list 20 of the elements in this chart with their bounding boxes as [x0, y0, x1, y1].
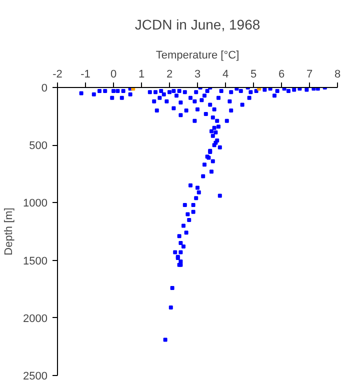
x-tick-label: 0: [110, 68, 117, 80]
x-tick-label: 8: [334, 68, 341, 80]
x-axis-title: Temperature [°C]: [156, 50, 240, 62]
x-tick-label: 2: [166, 68, 173, 80]
x-tick-label: 7: [306, 68, 313, 80]
y-tick-label: 1000: [23, 198, 48, 210]
x-tick-label: 4: [222, 68, 229, 80]
y-tick-label: 0: [41, 82, 48, 94]
y-tick-label: 500: [29, 140, 48, 152]
x-tick-label: 3: [194, 68, 201, 80]
y-tick-label: 2000: [23, 312, 48, 325]
y-axis-title: Depth [m]: [3, 208, 16, 256]
y-tick-label: 1500: [23, 255, 48, 268]
x-tick-label: -1: [80, 68, 90, 80]
x-tick-label: 5: [250, 68, 257, 80]
chart-title: JCDN in June, 1968: [134, 16, 260, 32]
y-tick-label: 2500: [23, 370, 48, 382]
x-tick-label: 6: [278, 68, 285, 80]
x-tick-label: -2: [52, 68, 62, 80]
x-tick-label: 1: [138, 68, 145, 80]
